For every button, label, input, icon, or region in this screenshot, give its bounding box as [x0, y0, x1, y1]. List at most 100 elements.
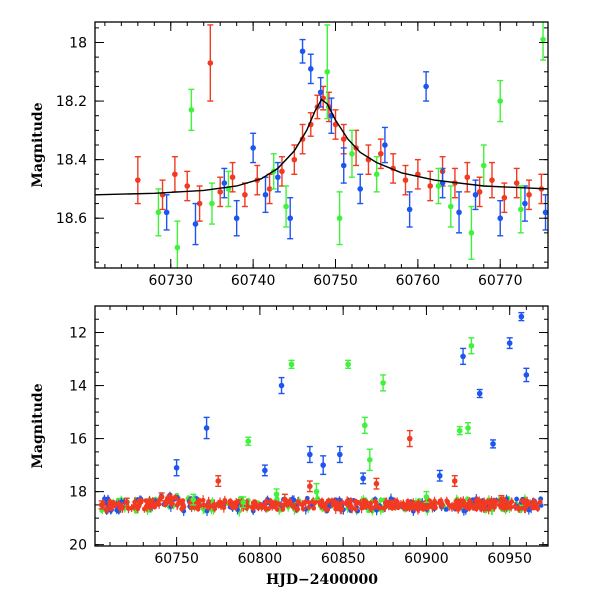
data-point-blue — [233, 215, 240, 222]
baseline-point-red — [232, 503, 238, 508]
data-point-red — [291, 156, 298, 163]
y-tick-label: 12 — [69, 326, 87, 342]
baseline-point-red — [312, 500, 318, 506]
data-point-blue — [518, 313, 525, 320]
baseline-point-red — [512, 504, 518, 509]
data-point-blue — [436, 472, 443, 479]
data-point-red — [373, 480, 380, 487]
baseline-point-red — [348, 497, 354, 503]
baseline-point-red — [353, 506, 359, 512]
data-point-green — [324, 68, 331, 75]
data-point-blue — [299, 48, 306, 55]
data-point-blue — [497, 215, 504, 222]
light-curve-full-panel: 60750 60800 60850 60900 60950 12 14 16 18 20 Magn… — [30, 305, 549, 588]
baseline-point-red — [369, 505, 375, 511]
data-point-blue — [523, 372, 530, 378]
baseline-point-red — [206, 505, 212, 511]
data-point-blue — [472, 191, 479, 198]
data-point-green — [209, 200, 215, 207]
baseline-point-red — [444, 498, 450, 504]
panel-top-ylabel: Magnitude — [30, 102, 46, 187]
baseline-point-red — [144, 502, 150, 508]
baseline-point-red — [300, 506, 306, 512]
data-point-red — [427, 183, 434, 189]
baseline-point-red — [235, 498, 241, 504]
panel-top-data — [95, 22, 548, 268]
baseline-point-red — [333, 500, 339, 506]
data-point-green — [240, 499, 247, 506]
panel-bottom-data — [98, 311, 544, 517]
baseline-point-red — [141, 506, 147, 512]
baseline-point-red — [320, 501, 326, 507]
baseline-point-red — [372, 498, 378, 504]
baseline-point-red — [474, 502, 480, 508]
baseline-point-red — [258, 501, 263, 507]
data-point-red — [242, 191, 248, 198]
baseline-point-red — [535, 506, 541, 512]
data-point-blue — [357, 186, 364, 192]
data-point-red — [123, 499, 130, 506]
data-point-blue — [490, 441, 496, 447]
data-point-green — [456, 427, 463, 434]
baseline-point-red — [200, 497, 206, 503]
baseline-point-red — [280, 507, 286, 512]
baseline-point-red — [222, 499, 228, 505]
baseline-point-red — [481, 506, 487, 512]
data-point-green — [497, 98, 504, 104]
y-tick-label: 18 — [69, 36, 87, 52]
baseline-point-red — [453, 502, 459, 508]
baseline-point-red — [410, 499, 416, 505]
baseline-point-red — [250, 500, 256, 506]
data-point-red — [135, 177, 141, 183]
baseline-point-red — [458, 498, 464, 504]
panel-bottom-ticks: 60750 60800 60850 60900 60950 12 14 16 18 20 — [69, 305, 548, 567]
data-point-red — [215, 478, 222, 484]
data-point-green — [245, 438, 252, 445]
baseline-point-red — [455, 506, 461, 512]
model-curve — [95, 98, 548, 196]
baseline-point-red — [400, 502, 406, 508]
data-point-blue — [456, 209, 462, 216]
data-point-green — [174, 244, 181, 251]
baseline-point-red — [164, 499, 170, 505]
x-tick-label: 60750 — [313, 273, 358, 289]
y-tick-label: 18.6 — [56, 211, 87, 227]
data-point-red — [266, 186, 273, 192]
data-point-green — [283, 203, 289, 210]
data-point-red — [378, 150, 384, 157]
panel-top-frame — [94, 21, 549, 269]
baseline-point-red — [481, 499, 487, 504]
data-point-red — [406, 435, 413, 442]
x-tick-label: 60850 — [321, 551, 366, 567]
data-point-red — [207, 60, 214, 66]
baseline-point-red — [375, 504, 381, 509]
baseline-point-red — [289, 503, 295, 509]
baseline-point-blue — [514, 496, 520, 502]
baseline-point-red — [363, 503, 369, 509]
data-point-green — [190, 496, 197, 503]
data-point-blue — [522, 200, 528, 207]
baseline-point-red — [136, 498, 142, 504]
baseline-point-red — [287, 498, 293, 504]
data-point-blue — [262, 467, 268, 474]
data-point-red — [229, 174, 236, 181]
data-point-red — [451, 478, 458, 484]
data-point-green — [448, 203, 454, 210]
data-point-green — [380, 380, 386, 386]
data-point-blue — [287, 215, 294, 222]
data-point-blue — [506, 340, 513, 346]
baseline-point-blue — [461, 508, 467, 514]
baseline-point-red — [266, 506, 271, 512]
data-point-blue — [340, 162, 347, 169]
baseline-point-red — [274, 506, 280, 512]
data-point-red — [172, 171, 178, 178]
baseline-point-red — [325, 498, 331, 504]
data-point-red — [489, 177, 495, 183]
data-point-red — [217, 189, 223, 195]
data-point-green — [518, 206, 524, 213]
data-point-red — [158, 494, 165, 500]
data-point-red — [498, 496, 505, 503]
baseline-point-red — [269, 502, 275, 508]
data-point-green — [345, 361, 351, 368]
data-point-blue — [262, 191, 269, 198]
